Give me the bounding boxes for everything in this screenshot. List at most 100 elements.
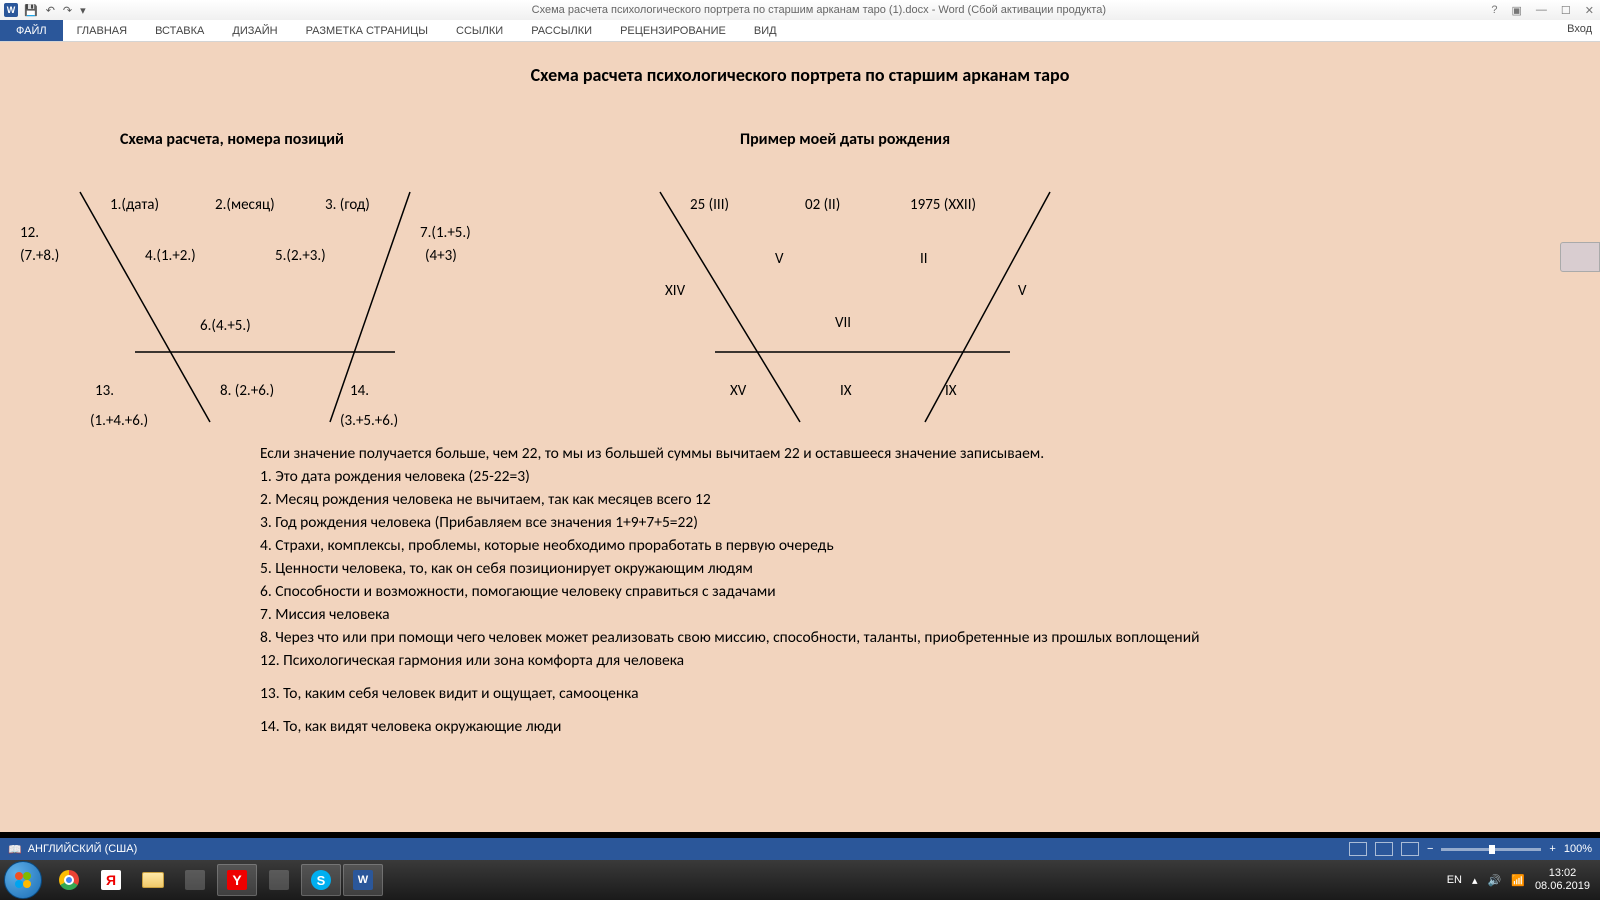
document-title: Схема расчета психологического портрета … bbox=[0, 42, 1600, 86]
diagram-left: 1.(дата) 2.(месяц) 3. (год) 12. (7.+8.) … bbox=[10, 152, 470, 432]
tab-view[interactable]: ВИД bbox=[740, 20, 791, 41]
ex-7: V bbox=[1018, 282, 1027, 300]
ex-3: 1975 (XXII) bbox=[910, 196, 976, 214]
maximize-icon[interactable]: ☐ bbox=[1559, 4, 1573, 17]
quick-access-toolbar: W 💾 ↶ ↷ ▾ Схема расчета психологического… bbox=[0, 0, 1600, 20]
tab-references[interactable]: ССЫЛКИ bbox=[442, 20, 517, 41]
window-title: Схема расчета психологического портрета … bbox=[532, 4, 1106, 16]
app-icon-2 bbox=[269, 870, 289, 890]
item-14: 14. То, как видят человека окружающие лю… bbox=[260, 715, 1570, 738]
item-2: 2. Месяц рождения человека не вычитаем, … bbox=[260, 488, 1570, 511]
ex-13: XV bbox=[730, 382, 746, 400]
item-5: 5. Ценности человека, то, как он себя по… bbox=[260, 557, 1570, 580]
ex-8: IX bbox=[840, 382, 852, 400]
tab-review[interactable]: РЕЦЕНЗИРОВАНИЕ bbox=[606, 20, 740, 41]
tab-design[interactable]: ДИЗАЙН bbox=[218, 20, 291, 41]
tray-lang[interactable]: EN bbox=[1447, 874, 1462, 886]
close-icon[interactable]: ✕ bbox=[1583, 4, 1596, 17]
ribbon-tabs: ФАЙЛ ГЛАВНАЯ ВСТАВКА ДИЗАЙН РАЗМЕТКА СТР… bbox=[0, 20, 1600, 42]
pos-14b: (3.+5.+6.) bbox=[340, 412, 398, 430]
document-area: Схема расчета психологического портрета … bbox=[0, 42, 1600, 832]
tray-date: 08.06.2019 bbox=[1535, 880, 1590, 893]
item-4: 4. Страхи, комплексы, проблемы, которые … bbox=[260, 534, 1570, 557]
item-8: 8. Через что или при помощи чего человек… bbox=[260, 626, 1570, 649]
taskbar-yandex[interactable]: Я bbox=[91, 864, 131, 896]
pos-8: 8. (2.+6.) bbox=[220, 382, 274, 400]
view-read-icon[interactable] bbox=[1349, 842, 1367, 856]
pos-4: 4.(1.+2.) bbox=[145, 247, 196, 265]
app-icon bbox=[185, 870, 205, 890]
language-label[interactable]: АНГЛИЙСКИЙ (США) bbox=[28, 843, 138, 855]
ex-5: II bbox=[920, 250, 928, 268]
chrome-icon bbox=[59, 870, 79, 890]
left-subtitle: Схема расчета, номера позиций bbox=[120, 130, 344, 149]
skype-icon: S bbox=[311, 870, 331, 890]
taskbar-app1[interactable] bbox=[175, 864, 215, 896]
status-bar: 📖 АНГЛИЙСКИЙ (США) − + 100% bbox=[0, 838, 1600, 860]
save-icon[interactable]: 💾 bbox=[22, 4, 40, 17]
ribbon-options-icon[interactable]: ▣ bbox=[1510, 4, 1524, 17]
system-tray: EN ▴ 🔊 📶 13:02 08.06.2019 bbox=[1447, 867, 1596, 893]
pos-7b: (4+3) bbox=[425, 247, 457, 265]
taskbar-word[interactable]: W bbox=[343, 864, 383, 896]
redo-icon[interactable]: ↷ bbox=[61, 4, 74, 17]
pos-13b: (1.+4.+6.) bbox=[90, 412, 148, 430]
ex-14: IX bbox=[945, 382, 957, 400]
right-subtitle: Пример моей даты рождения bbox=[740, 130, 950, 149]
item-13: 13. То, каким себя человек видит и ощуща… bbox=[260, 682, 1570, 705]
zoom-level[interactable]: 100% bbox=[1564, 843, 1592, 855]
pos-12b: (7.+8.) bbox=[20, 247, 59, 265]
tray-time: 13:02 bbox=[1535, 867, 1590, 880]
spellcheck-icon[interactable]: 📖 bbox=[8, 843, 22, 856]
item-7: 7. Миссия человека bbox=[260, 603, 1570, 626]
tray-volume-icon[interactable]: 🔊 bbox=[1488, 874, 1502, 887]
intro-text: Если значение получается больше, чем 22,… bbox=[260, 442, 1570, 465]
tray-clock[interactable]: 13:02 08.06.2019 bbox=[1535, 867, 1590, 893]
pos-5: 5.(2.+3.) bbox=[275, 247, 326, 265]
qat-customize-icon[interactable]: ▾ bbox=[78, 4, 88, 17]
pos-2: 2.(месяц) bbox=[215, 196, 275, 214]
tab-mailings[interactable]: РАССЫЛКИ bbox=[517, 20, 606, 41]
zoom-out-button[interactable]: − bbox=[1427, 843, 1433, 855]
start-button[interactable] bbox=[4, 861, 42, 899]
folder-icon bbox=[142, 872, 164, 888]
body-text: Если значение получается больше, чем 22,… bbox=[260, 442, 1570, 738]
word-app-icon: W bbox=[4, 3, 18, 17]
taskbar-explorer[interactable] bbox=[133, 864, 173, 896]
pos-1: 1.(дата) bbox=[110, 196, 159, 214]
pos-13a: 13. bbox=[95, 382, 114, 400]
taskbar-app2[interactable] bbox=[259, 864, 299, 896]
yandex-icon: Я bbox=[101, 870, 121, 890]
sign-in-link[interactable]: Вход bbox=[1567, 23, 1592, 35]
taskbar-skype[interactable]: S bbox=[301, 864, 341, 896]
taskbar-chrome[interactable] bbox=[49, 864, 89, 896]
diagram-right: 25 (III) 02 (II) 1975 (XXII) V II XIV V … bbox=[630, 152, 1090, 432]
pos-12a: 12. bbox=[20, 224, 39, 242]
ex-1: 25 (III) bbox=[690, 196, 729, 214]
tab-page-layout[interactable]: РАЗМЕТКА СТРАНИЦЫ bbox=[292, 20, 442, 41]
undo-icon[interactable]: ↶ bbox=[44, 4, 57, 17]
minimize-icon[interactable]: — bbox=[1534, 4, 1549, 17]
side-panel-icon[interactable] bbox=[1560, 242, 1600, 272]
view-print-icon[interactable] bbox=[1375, 842, 1393, 856]
word-taskbar-icon: W bbox=[353, 870, 373, 890]
zoom-in-button[interactable]: + bbox=[1549, 843, 1555, 855]
ex-2: 02 (II) bbox=[805, 196, 840, 214]
item-6: 6. Способности и возможности, помогающие… bbox=[260, 580, 1570, 603]
zoom-slider[interactable] bbox=[1441, 848, 1541, 851]
tab-home[interactable]: ГЛАВНАЯ bbox=[63, 20, 141, 41]
view-web-icon[interactable] bbox=[1401, 842, 1419, 856]
pos-7a: 7.(1.+5.) bbox=[420, 224, 471, 242]
tab-insert[interactable]: ВСТАВКА bbox=[141, 20, 218, 41]
taskbar-yandex-browser[interactable]: Y bbox=[217, 864, 257, 896]
help-icon[interactable]: ? bbox=[1489, 4, 1499, 17]
pos-3: 3. (год) bbox=[325, 196, 370, 214]
item-1: 1. Это дата рождения человека (25-22=3) bbox=[260, 465, 1570, 488]
tray-network-icon[interactable]: 📶 bbox=[1511, 874, 1525, 887]
tab-file[interactable]: ФАЙЛ bbox=[0, 20, 63, 41]
pos-14a: 14. bbox=[350, 382, 369, 400]
tray-show-hidden-icon[interactable]: ▴ bbox=[1472, 874, 1478, 887]
ex-12: XIV bbox=[665, 282, 685, 300]
pos-6: 6.(4.+5.) bbox=[200, 317, 251, 335]
item-12: 12. Психологическая гармония или зона ко… bbox=[260, 649, 1570, 672]
